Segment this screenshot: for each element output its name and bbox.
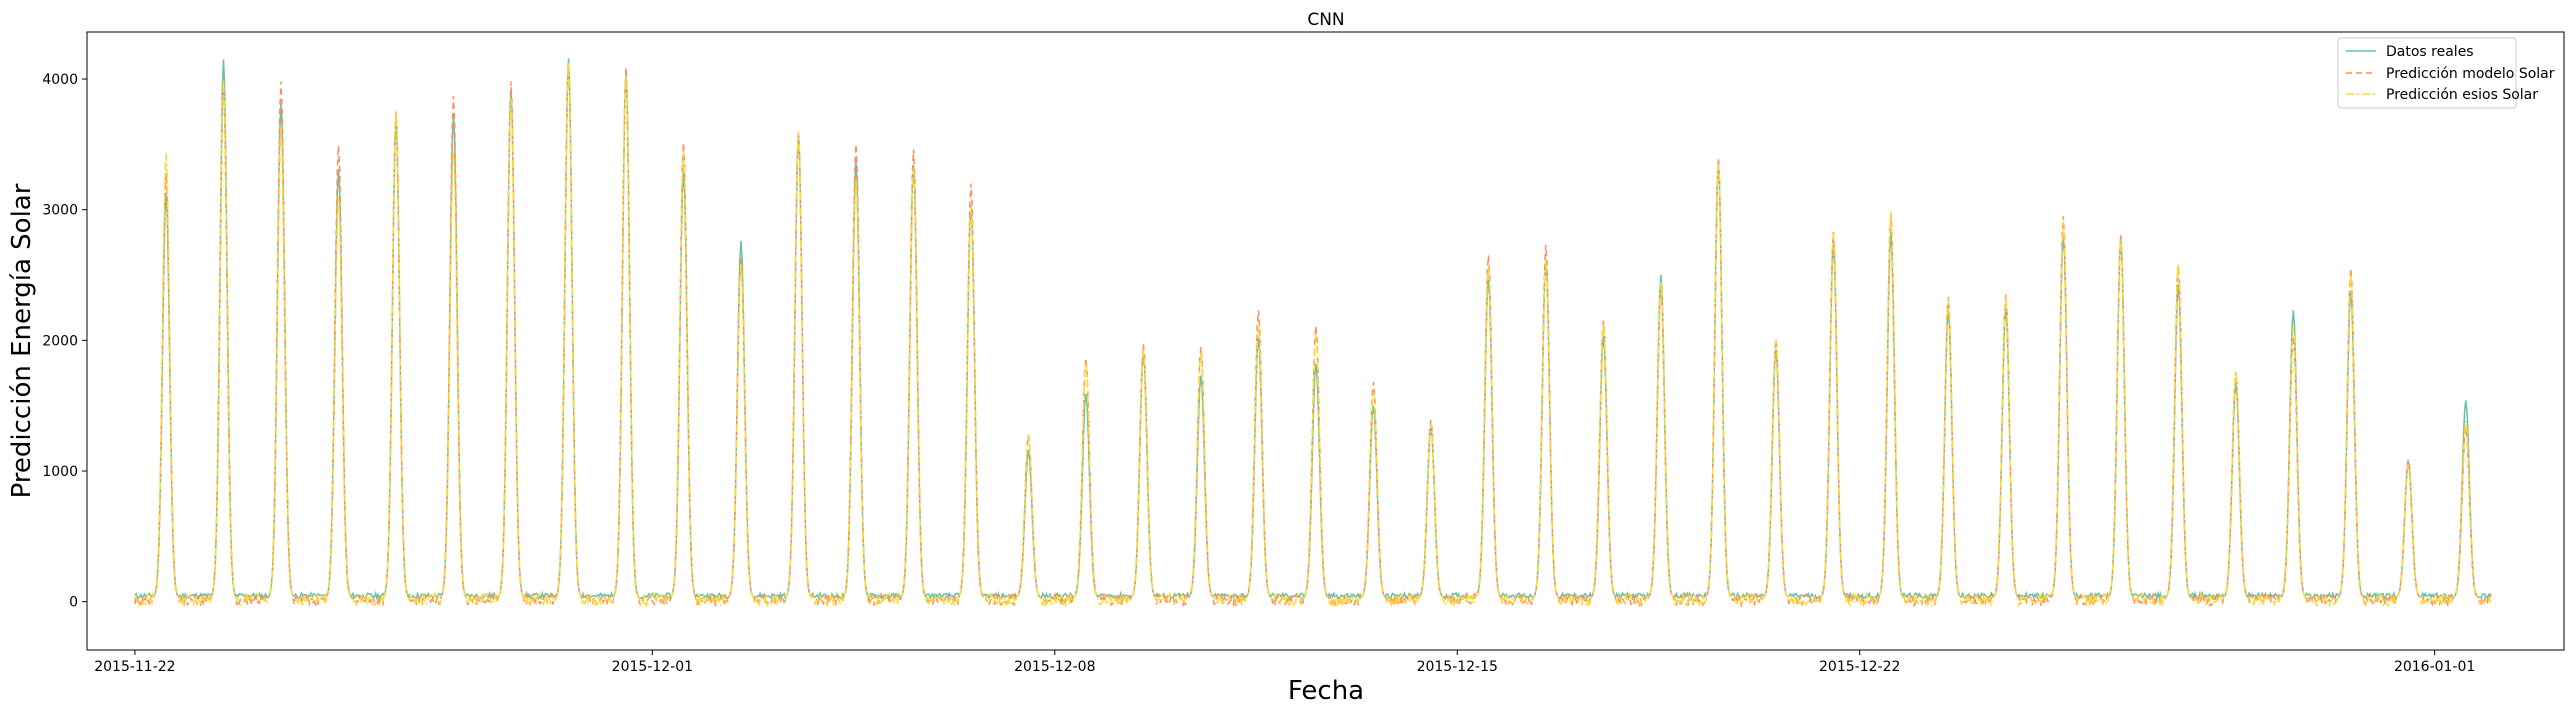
y-tick-label: 2000 <box>42 333 78 349</box>
y-tick-label: 3000 <box>42 203 78 219</box>
y-axis-title: Predicción Energía Solar <box>7 183 37 498</box>
legend: Datos reales Predicción modelo Solar Pre… <box>2337 37 2555 109</box>
plot-frame <box>86 31 2565 651</box>
x-tick-label: 2015-12-08 <box>1014 659 1095 675</box>
chart-title: CNN <box>1307 10 1344 30</box>
plot-lines <box>134 58 2492 609</box>
x-axis-title: Fecha <box>1288 676 1364 706</box>
x-tick-label: 2015-11-22 <box>94 659 175 675</box>
y-tick-label: 4000 <box>42 72 78 88</box>
y-tick-label: 1000 <box>42 464 78 480</box>
legend-label-prediccion-esios: Predicción esios Solar <box>2386 87 2538 103</box>
x-tick-label: 2015-12-22 <box>1819 659 1900 675</box>
x-tick-label: 2015-12-15 <box>1417 659 1498 675</box>
legend-label-prediccion-modelo: Predicción modelo Solar <box>2386 66 2555 82</box>
x-tick-label: 2015-12-01 <box>612 659 693 675</box>
y-axis: 0 1000 2000 3000 4000 <box>42 72 87 611</box>
legend-label-datos-reales: Datos reales <box>2386 44 2474 60</box>
series-line-1 <box>134 64 2492 609</box>
y-tick-label: 0 <box>69 595 78 611</box>
x-axis: 2015-11-22 2015-12-01 2015-12-08 2015-12-15… <box>94 650 2475 675</box>
x-tick-label: 2016-01-01 <box>2394 659 2475 675</box>
legend-box <box>2337 37 2517 109</box>
series-line-2 <box>134 62 2492 609</box>
